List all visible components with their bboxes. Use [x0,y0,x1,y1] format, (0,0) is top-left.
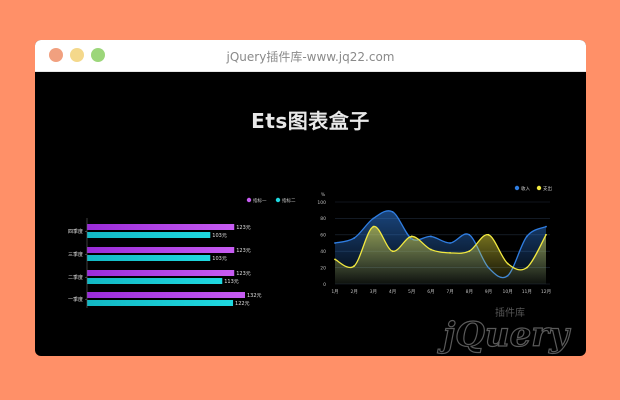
area-x-tick-label: 4月 [389,289,396,295]
minimize-window-button[interactable] [70,48,84,62]
area-point [525,266,528,269]
browser-window: jQuery插件库-www.jq22.com Ets图表盒子 指标一 指标二一季度… [35,40,586,356]
area-point [525,235,528,238]
area-legend-label: 收入 [521,185,530,192]
jquery-logo-icon: jQuery 插件库 [436,306,571,356]
area-point [391,210,394,213]
area-x-tick-label: 3月 [370,289,377,295]
bar-value-label: 123元 [236,248,251,254]
area-chart: 0 20 40 60 80 100% 1月 2月 3月 4月 5月 6月 7月 8月 9月 10月 11月 12月… [317,185,552,295]
bar-category-label: 二季度 [68,274,83,281]
area-point [391,250,394,253]
area-point [353,265,356,267]
bar-mark [87,232,211,238]
area-point [506,262,509,265]
area-legend-marker [536,185,542,191]
jquery-watermark: jQuery 插件库 [435,300,585,356]
area-y-tick-label: 60 [320,233,326,239]
bar-mark [87,300,234,306]
title-bar: jQuery插件库-www.jq22.com [35,40,586,72]
watermark-subtext: 插件库 [495,306,525,319]
area-point [410,238,413,240]
bar-mark [87,224,235,230]
area-x-tick-label: 8月 [466,289,473,295]
area-series-line [334,225,547,271]
close-window-button[interactable] [49,48,63,62]
bar-mark [87,278,223,284]
bar-legend-label: 指标一 [253,197,267,204]
area-x-tick-label: 2月 [350,289,357,295]
area-x-tick-label: 11月 [522,289,532,295]
area-y-tick-label: 100 [317,200,326,206]
area-x-tick-label: 7月 [446,289,453,295]
area-y-tick-label: 80 [320,216,326,222]
bar-value-label: 132元 [247,293,262,299]
bar-value-label: 103元 [212,256,227,262]
window-title: jQuery插件库-www.jq22.com [226,50,395,64]
area-point [487,266,490,269]
bar-mark [87,255,211,261]
area-legend-label: 支出 [543,185,552,192]
area-point [430,235,432,238]
area-x-tick-label: 12月 [541,289,551,295]
area-point [334,258,336,261]
area-point [449,251,451,254]
bar-legend-marker [246,197,252,203]
bar-legend-marker [275,197,281,203]
area-point [410,235,413,238]
area-point [545,233,547,236]
area-y-tick-label: 40 [320,249,326,255]
area-x-tick-label: 5月 [408,289,415,295]
bar-mark [87,247,235,253]
area-point [430,248,432,251]
bar-value-label: 122元 [235,301,250,307]
maximize-window-button[interactable] [91,48,105,62]
area-x-tick-label: 10月 [503,289,513,295]
area-point [334,242,336,244]
area-y-axis-unit: % [321,192,326,198]
bar-value-label: 123元 [236,225,251,231]
bar-mark [87,292,245,298]
bar-value-label: 113元 [224,279,239,285]
area-point [468,233,471,236]
bar-category-label: 四季度 [68,228,83,235]
bar-category-label: 一季度 [68,296,83,303]
area-point [353,237,356,239]
area-x-tick-label: 1月 [331,289,338,295]
area-point [487,233,490,236]
bar-legend-label: 指标二 [282,197,296,204]
area-point [468,250,471,253]
area-point [372,225,375,228]
page-content: Ets图表盒子 指标一 指标二一季度 132元 122元 二季度 123元 113元 三季度 1… [35,72,586,356]
bar-mark [87,270,235,276]
area-y-tick-label: 20 [320,265,326,271]
area-point [506,274,509,277]
area-point [372,217,375,220]
bar-value-label: 123元 [236,271,251,277]
area-point [449,242,451,244]
area-x-tick-label: 6月 [427,289,434,295]
bar-category-label: 三季度 [68,251,83,258]
area-y-tick-label: 0 [323,282,326,288]
bar-value-label: 103元 [212,233,227,239]
area-x-tick-label: 9月 [485,289,492,295]
svg-text:jQuery: jQuery [437,315,571,355]
area-legend-marker [514,185,520,191]
area-point [545,225,547,228]
page-heading: Ets图表盒子 [251,109,370,133]
